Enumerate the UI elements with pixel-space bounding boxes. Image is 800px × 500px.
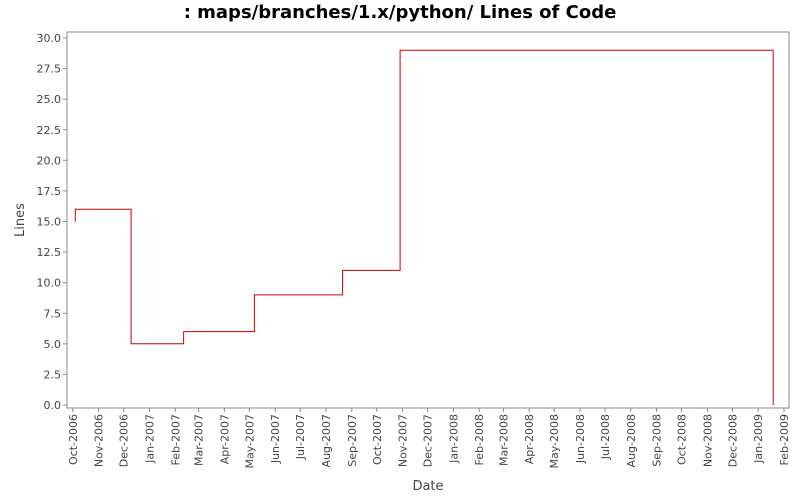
- x-tick-label: Oct-2008: [676, 414, 689, 465]
- x-tick-label: Apr-2008: [523, 414, 536, 464]
- x-tick-label: Nov-2006: [93, 414, 106, 467]
- y-tick-label: 15.0: [37, 216, 62, 229]
- x-tick-label: Apr-2007: [218, 414, 231, 464]
- x-tick-label: Oct-2006: [67, 414, 80, 465]
- x-tick-label: Dec-2008: [726, 414, 739, 467]
- x-tick-label: Aug-2007: [320, 414, 333, 467]
- y-axis-title: Lines: [13, 203, 28, 237]
- x-tick-label: Mar-2008: [497, 414, 510, 466]
- x-tick-label: Aug-2008: [625, 414, 638, 467]
- y-tick-label: 25.0: [37, 93, 62, 106]
- y-tick-label: 27.5: [37, 63, 62, 76]
- x-tick-label: Jun-2007: [269, 414, 282, 464]
- series-line: [74, 49, 774, 405]
- x-tick-label: Sep-2007: [346, 414, 359, 467]
- x-axis-title: Date: [412, 479, 443, 494]
- x-tick-label: Mar-2007: [193, 414, 206, 466]
- x-tick-label: Jun-2008: [574, 414, 587, 464]
- x-tick-label: Feb-2008: [473, 414, 486, 465]
- x-tick-label: May-2008: [548, 414, 561, 469]
- y-tick-label: 30.0: [37, 32, 62, 45]
- x-tick-label: Jul-2008: [599, 414, 612, 460]
- chart-title: : maps/branches/1.x/python/ Lines of Cod…: [183, 2, 617, 23]
- x-tick-label: Dec-2006: [118, 414, 131, 467]
- y-tick-label: 20.0: [37, 154, 62, 167]
- x-tick-label: Jan-2007: [143, 414, 156, 464]
- y-tick-label: 7.5: [44, 307, 62, 320]
- x-tick-label: Jan-2009: [752, 414, 765, 464]
- x-tick-label: Feb-2007: [169, 414, 182, 465]
- x-axis: Oct-2006 Nov-2006 Dec-2006 Jan-2007 Feb-2007…: [67, 408, 791, 469]
- y-tick-label: 22.5: [37, 124, 62, 137]
- x-tick-label: Feb-2009: [778, 414, 791, 465]
- y-tick-label: 0.0: [44, 399, 62, 412]
- x-tick-label: Nov-2008: [701, 414, 714, 467]
- y-tick-label: 10.0: [37, 277, 62, 290]
- series-group: [74, 49, 774, 405]
- y-axis: 0.0 2.5 5.0 7.5 10.0 12.5 15.0 17.5 20.0 22.5 25.0…: [37, 32, 67, 412]
- y-tick-label: 2.5: [44, 368, 62, 381]
- plot-area: [66, 31, 790, 409]
- x-tick-label: May-2007: [243, 414, 256, 469]
- x-tick-label: Jul-2007: [294, 414, 307, 460]
- x-tick-label: Sep-2008: [651, 414, 664, 467]
- x-tick-label: Nov-2007: [397, 414, 410, 467]
- y-tick-label: 17.5: [37, 185, 62, 198]
- x-tick-label: Jan-2008: [447, 414, 460, 464]
- x-tick-label: Oct-2007: [371, 414, 384, 465]
- y-tick-label: 5.0: [44, 338, 62, 351]
- x-tick-label: Dec-2007: [422, 414, 435, 467]
- y-tick-label: 12.5: [37, 246, 62, 259]
